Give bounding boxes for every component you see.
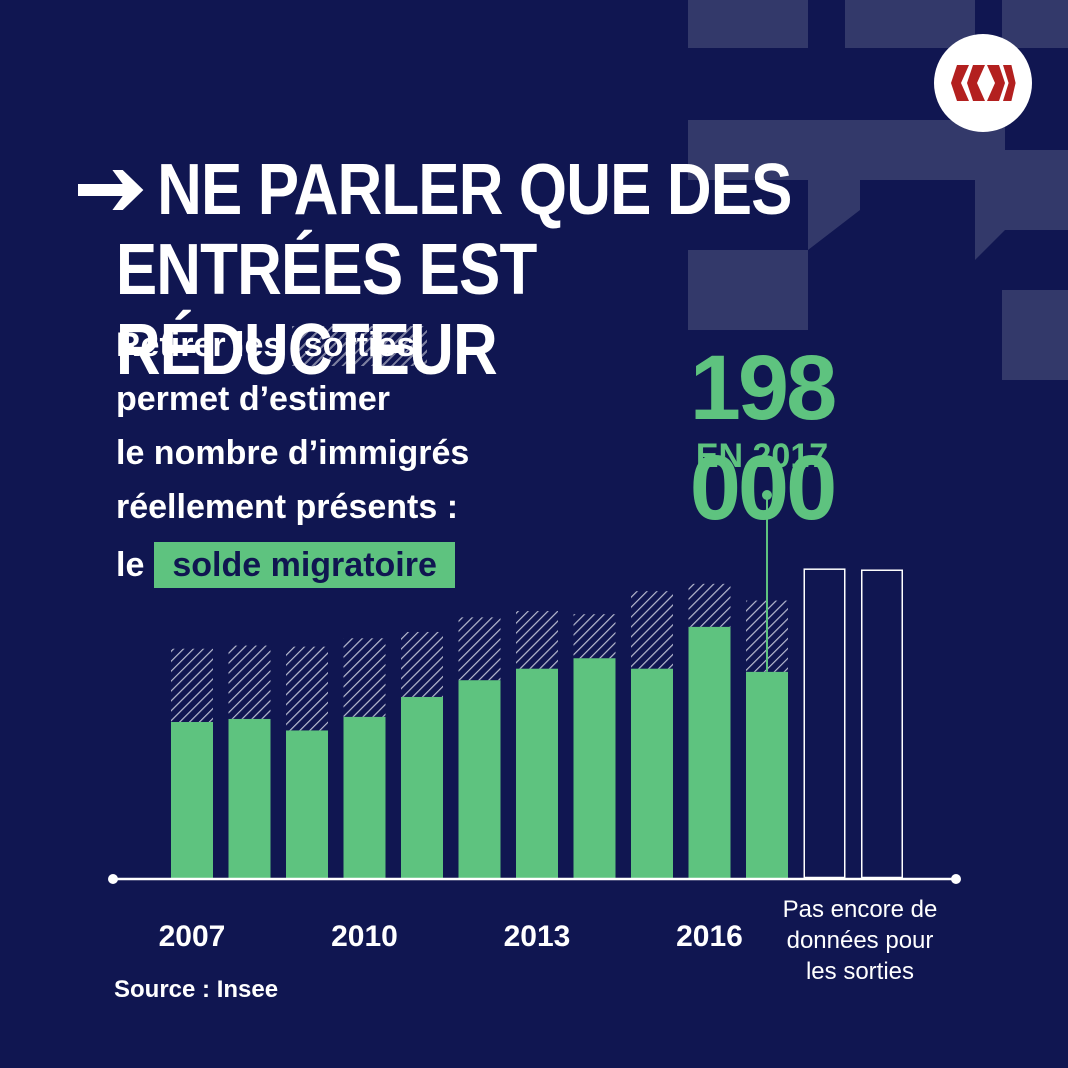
x-axis-start-dot <box>108 874 118 884</box>
solde-migratoire-highlight: solde migratoire <box>154 542 455 588</box>
highlight-value: 198 000 <box>689 337 838 539</box>
brand-logo <box>934 34 1032 132</box>
annotation-dot <box>762 490 772 500</box>
bar-sorties-2015 <box>631 591 673 669</box>
intro-line-2: permet d’estimer <box>116 380 390 418</box>
bar-solde-2012 <box>458 680 501 879</box>
title-line-2: ENTRÉES EST RÉDUCTEUR <box>115 230 537 390</box>
bar-sorties-2007 <box>171 648 213 722</box>
page-title: NE PARLER QUE DES ENTRÉES EST RÉDUCTEUR <box>78 150 904 390</box>
bar-solde-2007 <box>171 722 213 879</box>
intro-text: Retirer les sorties permet d’estimer le … <box>116 318 616 592</box>
bar-sorties-2016 <box>688 583 731 627</box>
bar-sorties-2012 <box>458 617 501 681</box>
bar-solde-2011 <box>401 696 443 879</box>
highlight-caption: EN 2017 <box>695 437 829 475</box>
intro-line-5: le <box>116 546 145 584</box>
bar-solde-2016 <box>688 626 731 879</box>
bar-solde-2013 <box>516 668 558 879</box>
x-axis-end-dot <box>951 874 961 884</box>
bar-solde-2009 <box>286 730 328 879</box>
intro-line-4: réellement présents : <box>116 488 459 526</box>
bar-sorties-2011 <box>401 631 443 697</box>
arrow-right-icon <box>78 150 145 230</box>
bar-sorties-2008 <box>228 645 271 719</box>
intro-line-1: Retirer les <box>116 326 283 364</box>
title-line-1: NE PARLER QUE DES <box>157 150 792 230</box>
tick-label-2013: 2013 <box>504 920 571 953</box>
no-data-note: Pas encore de données pour les sorties <box>782 896 938 985</box>
bar-solde-2015 <box>631 668 673 879</box>
bar-entrees-2018 <box>803 568 846 879</box>
bar-solde-2008 <box>228 718 271 879</box>
bar-solde-2010 <box>343 716 386 879</box>
bar-sorties-2010 <box>343 638 386 717</box>
source-note: Source : Insee <box>114 976 279 1003</box>
quote-chevrons-icon <box>951 65 1016 101</box>
bar-solde-2014 <box>573 658 616 879</box>
bar-entrees-2019 <box>861 569 903 879</box>
tick-label-2010: 2010 <box>331 920 398 953</box>
sorties-highlight: sorties <box>291 326 428 366</box>
intro-line-3: le nombre d’immigrés <box>116 434 470 472</box>
bar-sorties-2013 <box>516 611 558 669</box>
bar-solde-2017 <box>746 671 788 879</box>
tick-label-2016: 2016 <box>676 920 743 953</box>
bar-sorties-2014 <box>573 614 616 659</box>
tick-label-2007: 2007 <box>159 920 226 953</box>
bar-sorties-2009 <box>286 646 328 731</box>
